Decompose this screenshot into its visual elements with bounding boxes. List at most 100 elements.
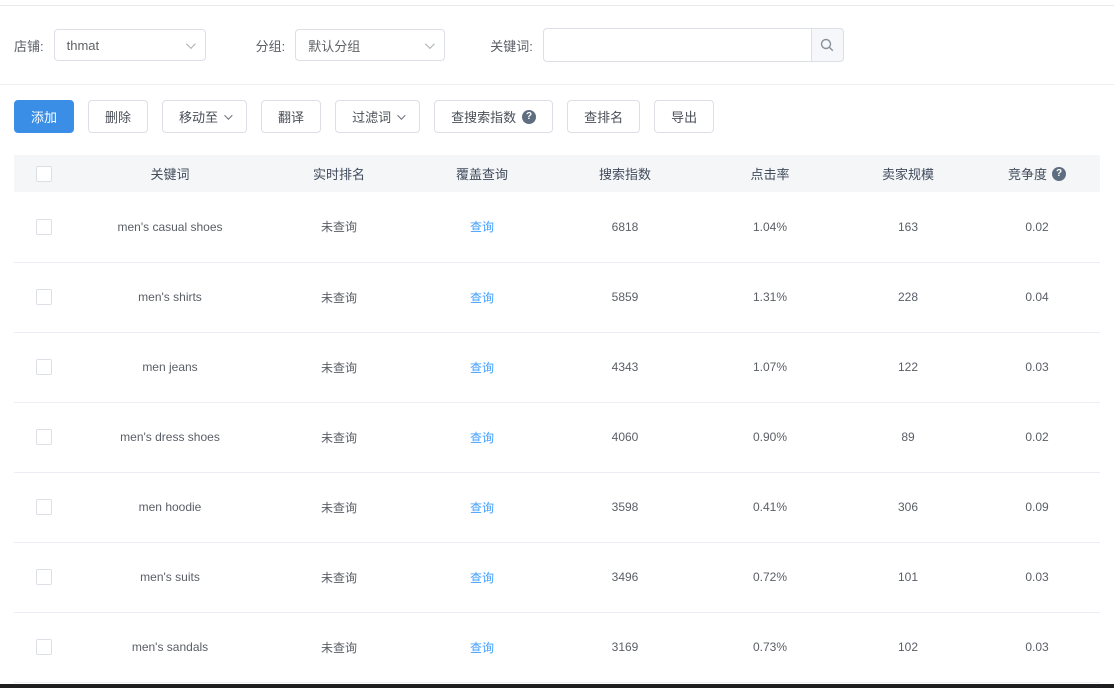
shop-select[interactable]: thmat (53, 29, 206, 61)
table-row: men's sandals 未查询 查询 3169 0.73% 102 0.03 (14, 612, 1100, 683)
filter-words-label: 过滤词 (352, 110, 392, 125)
cell-seller-scale: 122 (842, 332, 974, 403)
competition-label: 竞争度 (1007, 167, 1047, 182)
row-checkbox[interactable] (36, 359, 52, 375)
query-link[interactable]: 查询 (469, 570, 494, 585)
move-to-button[interactable]: 移动至 (162, 100, 248, 133)
move-to-label: 移动至 (179, 110, 219, 125)
cell-realtime-rank: 未查询 (266, 402, 412, 473)
cell-seller-scale: 163 (842, 192, 974, 263)
cell-ctr: 1.31% (698, 262, 842, 333)
add-button[interactable]: 添加 (14, 100, 75, 133)
cell-realtime-rank: 未查询 (266, 612, 412, 683)
row-checkbox[interactable] (36, 218, 52, 235)
filter-bar: 店铺: thmat 分组: 默认分组 关键词: (0, 6, 1114, 85)
keyword-label: 关键词: (490, 38, 533, 54)
cell-keyword: men hoodie (74, 472, 266, 543)
help-icon[interactable]: ? (522, 109, 537, 124)
cell-keyword: men's sandals (74, 612, 266, 683)
check-search-index-button[interactable]: 查搜索指数 ? (434, 100, 554, 133)
column-header-competition: 竞争度 ? (974, 155, 1100, 192)
group-label: 分组: (255, 38, 286, 54)
cell-ctr: 0.90% (698, 402, 842, 473)
chevron-down-icon (397, 110, 406, 120)
delete-button[interactable]: 删除 (88, 100, 149, 133)
cell-realtime-rank: 未查询 (266, 192, 412, 263)
cell-keyword: men's casual shoes (74, 192, 266, 263)
group-select-value: 默认分组 (308, 38, 361, 54)
cell-competition: 0.02 (974, 192, 1100, 263)
column-header-seller-scale: 卖家规模 (842, 155, 974, 192)
cell-ctr: 0.72% (698, 542, 842, 613)
query-link[interactable]: 查询 (469, 500, 494, 515)
shop-label: 店铺: (14, 38, 44, 54)
row-checkbox[interactable] (36, 639, 52, 655)
keyword-input[interactable] (542, 28, 811, 62)
table-row: men's shirts 未查询 查询 5859 1.31% 228 0.04 (14, 262, 1100, 333)
table-row: men's dress shoes 未查询 查询 4060 0.90% 89 0… (14, 402, 1100, 473)
cell-search-index: 3598 (552, 472, 698, 543)
chevron-down-icon (185, 38, 196, 49)
query-link[interactable]: 查询 (469, 360, 494, 375)
cell-realtime-rank: 未查询 (266, 262, 412, 333)
chevron-down-icon (425, 38, 436, 49)
cell-seller-scale: 228 (842, 262, 974, 333)
table-row: men's casual shoes 未查询 查询 6818 1.04% 163… (14, 192, 1100, 263)
cell-search-index: 6818 (552, 192, 698, 263)
column-header-search-index: 搜索指数 (552, 155, 698, 192)
table-header: 关键词 实时排名 覆盖查询 搜索指数 点击率 卖家规模 竞争度 ? (14, 155, 1100, 192)
column-header-coverage-query: 覆盖查询 (412, 155, 552, 192)
table-body: men's casual shoes 未查询 查询 6818 1.04% 163… (14, 192, 1100, 683)
export-button[interactable]: 导出 (654, 100, 715, 133)
cell-competition: 0.03 (974, 332, 1100, 403)
group-select[interactable]: 默认分组 (295, 29, 446, 61)
cell-keyword: men's dress shoes (74, 402, 266, 473)
cell-ctr: 0.41% (698, 472, 842, 543)
cell-keyword: men's shirts (74, 262, 266, 333)
query-link[interactable]: 查询 (469, 290, 494, 305)
keyword-table: 关键词 实时排名 覆盖查询 搜索指数 点击率 卖家规模 竞争度 ? men's … (14, 155, 1100, 683)
cell-competition: 0.09 (974, 472, 1100, 543)
keyword-search-group (542, 28, 844, 62)
cell-search-index: 4060 (552, 402, 698, 473)
cell-realtime-rank: 未查询 (266, 472, 412, 543)
shop-select-value: thmat (66, 37, 100, 53)
query-link[interactable]: 查询 (469, 220, 494, 235)
cell-search-index: 3496 (552, 542, 698, 613)
table-row: men jeans 未查询 查询 4343 1.07% 122 0.03 (14, 332, 1100, 403)
toolbar: 添加 删除 移动至 翻译 过滤词 查搜索指数 ? 查排名 导出 (0, 100, 1114, 133)
cell-search-index: 3169 (552, 612, 698, 683)
filter-words-button[interactable]: 过滤词 (335, 100, 421, 133)
help-icon[interactable]: ? (1052, 166, 1066, 181)
cell-ctr: 0.73% (698, 612, 842, 683)
row-checkbox[interactable] (36, 499, 52, 515)
query-link[interactable]: 查询 (469, 640, 494, 655)
cell-keyword: men jeans (74, 332, 266, 403)
table-row: men's suits 未查询 查询 3496 0.72% 101 0.03 (14, 542, 1100, 613)
row-checkbox[interactable] (36, 569, 52, 585)
column-header-ctr: 点击率 (698, 155, 842, 192)
top-divider (0, 0, 1114, 6)
row-checkbox[interactable] (36, 289, 52, 305)
cell-seller-scale: 306 (842, 472, 974, 543)
check-search-index-label: 查搜索指数 (451, 110, 517, 125)
cell-ctr: 1.04% (698, 192, 842, 263)
column-header-keyword: 关键词 (74, 155, 266, 192)
row-checkbox[interactable] (36, 429, 52, 445)
cell-seller-scale: 101 (842, 542, 974, 613)
select-all-checkbox[interactable] (36, 165, 52, 182)
search-icon (821, 38, 834, 52)
column-header-realtime-rank: 实时排名 (266, 155, 412, 192)
cell-realtime-rank: 未查询 (266, 542, 412, 613)
cell-competition: 0.03 (974, 542, 1100, 613)
cell-competition: 0.04 (974, 262, 1100, 333)
cell-seller-scale: 102 (842, 612, 974, 683)
search-button[interactable] (810, 28, 844, 62)
translate-button[interactable]: 翻译 (261, 100, 322, 133)
cell-realtime-rank: 未查询 (266, 332, 412, 403)
cell-seller-scale: 89 (842, 402, 974, 473)
check-ranking-button[interactable]: 查排名 (567, 100, 641, 133)
query-link[interactable]: 查询 (469, 430, 494, 445)
cell-keyword: men's suits (74, 542, 266, 613)
cell-ctr: 1.07% (698, 332, 842, 403)
